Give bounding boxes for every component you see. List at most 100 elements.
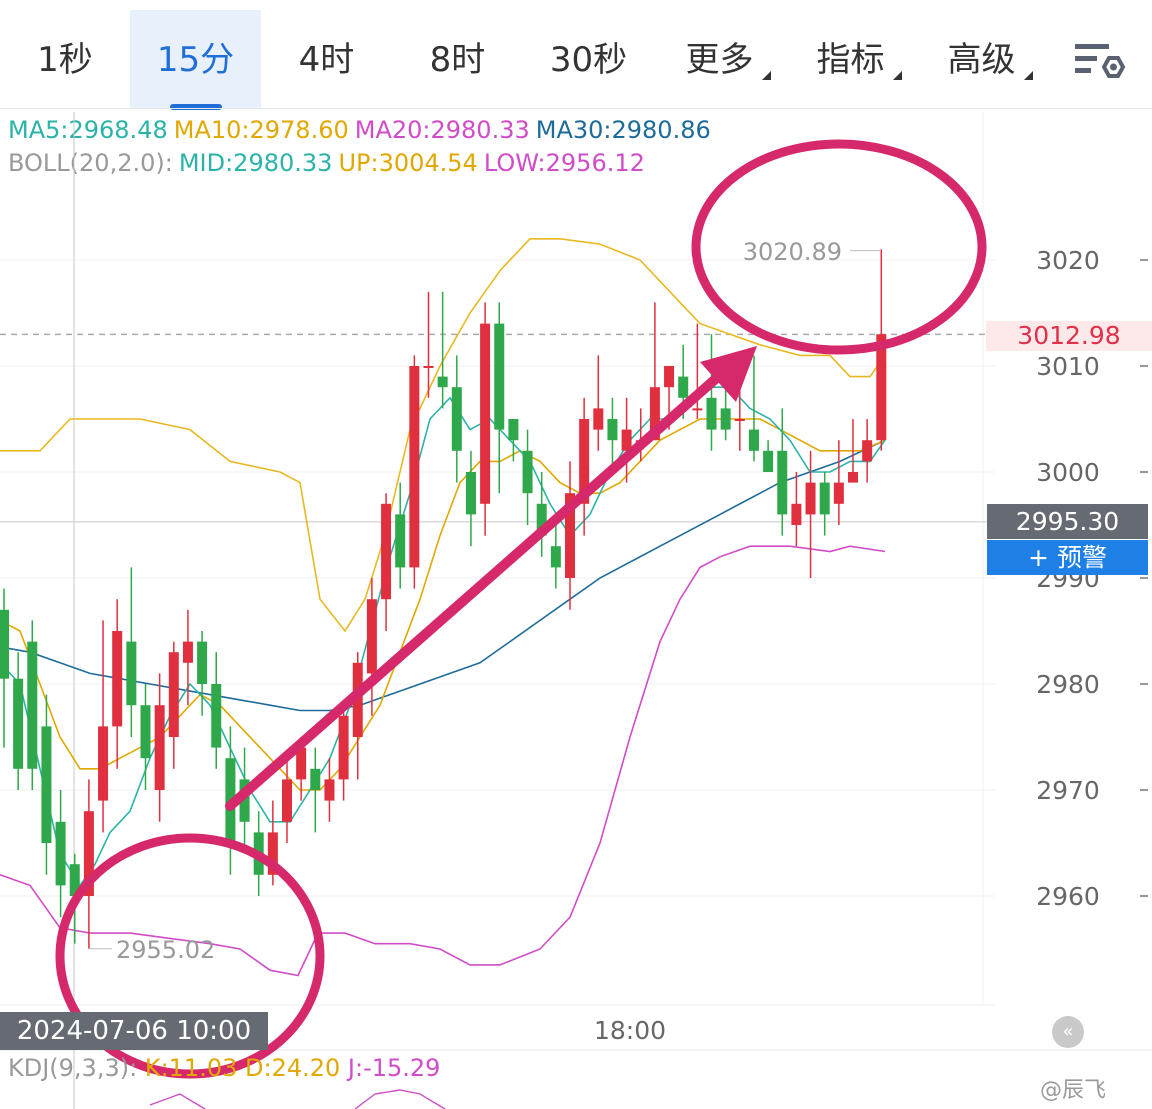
- candle-body: [140, 705, 151, 759]
- candle-body: [649, 387, 660, 441]
- ma10-value: MA10:2978.60: [173, 116, 349, 144]
- collapse-left-icon[interactable]: «: [1052, 1016, 1084, 1048]
- dropdown-triangle-icon: [1024, 71, 1033, 80]
- tab-label: 4时: [298, 40, 355, 80]
- tabs-divider: [0, 108, 1152, 109]
- tab-label: 15分: [156, 40, 235, 80]
- boll-up-value: UP:3004.54: [338, 149, 478, 177]
- candle-body: [409, 366, 420, 568]
- candle-body: [112, 631, 123, 727]
- tab-label: 30秒: [549, 40, 628, 80]
- candle-body: [621, 429, 632, 451]
- candle-body: [13, 678, 24, 769]
- y-axis-tick-label: 3000: [1036, 458, 1100, 487]
- candle-body: [565, 493, 575, 578]
- annotation-arrow-head: [700, 346, 757, 402]
- ma5-value: MA5:2968.48: [8, 116, 168, 144]
- candle-body: [664, 366, 675, 388]
- candle-body: [0, 609, 9, 679]
- tab-advanced[interactable]: 高级: [916, 10, 1047, 108]
- high-price-label: 3020.89: [743, 238, 842, 266]
- tab-label: 高级: [947, 40, 1016, 80]
- ma-legend: MA5:2968.48 MA10:2978.60 MA20:2980.33 MA30:…: [8, 116, 717, 144]
- boll-name: BOLL(20,2.0):: [8, 149, 173, 177]
- tab-15m[interactable]: 15分: [130, 10, 261, 110]
- boll-lower-line: [0, 545, 886, 977]
- kdj-name: KDJ(9,3,3):: [8, 1054, 138, 1082]
- candle-body: [366, 599, 377, 674]
- candle-body: [791, 503, 802, 525]
- candle-body: [282, 779, 292, 822]
- candle-body: [862, 440, 873, 462]
- candle-body: [310, 768, 321, 790]
- last-price-tag: 3012.98: [986, 321, 1152, 351]
- y-axis-tick-label: 2980: [1036, 670, 1100, 699]
- low-price-label: 2955.02: [116, 936, 215, 964]
- candle-body: [338, 715, 349, 780]
- boll-legend: BOLL(20,2.0): MID:2980.33 UP:3004.54 LOW:29…: [8, 149, 651, 177]
- tab-30s[interactable]: 30秒: [523, 10, 654, 108]
- candle-body: [267, 832, 278, 875]
- y-axis-tick-label: 2970: [1036, 776, 1100, 805]
- tab-label: 更多: [685, 40, 754, 80]
- candle-body: [579, 419, 590, 504]
- candle-body: [41, 726, 52, 843]
- candle-body: [197, 641, 208, 684]
- candle-body: [182, 641, 193, 663]
- candle-body: [423, 366, 434, 368]
- candle-body: [69, 864, 80, 896]
- chart-settings-icon[interactable]: [1072, 40, 1126, 84]
- crosshair-time-tag: 2024-07-06 10:00: [0, 1012, 268, 1050]
- candle-body: [706, 397, 717, 430]
- price-alert-button[interactable]: + 预警: [987, 540, 1148, 575]
- candle-body: [692, 408, 703, 411]
- active-tab-indicator: [169, 104, 222, 110]
- ma20-value: MA20:2980.33: [354, 116, 530, 144]
- ma30-value: MA30:2980.86: [535, 116, 711, 144]
- ma10-line: [0, 418, 886, 791]
- candle-body: [211, 684, 222, 748]
- candle-body: [876, 334, 887, 441]
- dropdown-triangle-icon: [762, 71, 771, 80]
- tab-more[interactable]: 更多: [654, 10, 785, 108]
- candle-body: [465, 472, 476, 515]
- tab-label: 1秒: [37, 40, 93, 80]
- candle-body: [494, 323, 505, 430]
- tab-indicators[interactable]: 指标: [785, 10, 916, 108]
- watermark: @辰飞: [1040, 1078, 1107, 1103]
- candle-body: [437, 376, 448, 388]
- tab-label: 指标: [816, 40, 885, 80]
- dropdown-triangle-icon: [893, 71, 902, 80]
- crosshair-price-tag: 2995.30: [987, 504, 1148, 539]
- candle-body: [678, 376, 689, 398]
- timeframe-tabs: 1秒 15分 4时 8时 30秒 更多 指标 高级: [0, 0, 1152, 110]
- candle-body: [720, 408, 731, 430]
- ma5-line: [0, 386, 886, 887]
- kdj-d-line: [354, 1089, 446, 1109]
- ma30-line: [0, 439, 886, 712]
- y-axis-tick-label: 3020: [1036, 246, 1100, 275]
- candle-body: [833, 482, 844, 504]
- candle-body: [763, 450, 774, 472]
- tab-4h[interactable]: 4时: [261, 10, 392, 108]
- candle-body: [381, 503, 392, 600]
- candle-body: [734, 419, 745, 421]
- tab-8h[interactable]: 8时: [392, 10, 523, 108]
- candle-body: [451, 387, 462, 451]
- candle-body: [819, 482, 830, 515]
- candle-body: [550, 546, 561, 568]
- candle-body: [748, 429, 759, 451]
- candle-body: [480, 323, 491, 504]
- annotation-circle-top: [691, 139, 987, 355]
- candle-body: [126, 641, 137, 706]
- y-axis-tick-label: 3010: [1036, 352, 1100, 381]
- kdj-legend: KDJ(9,3,3): K:11.03 D:24.20 J:-15.29: [8, 1054, 440, 1082]
- candle-body: [239, 779, 250, 822]
- chart-settings-icon-graphic: [1075, 44, 1126, 78]
- candle-body: [168, 652, 179, 737]
- annotation-arrow-shaft: [225, 363, 733, 811]
- tab-1s[interactable]: 1秒: [0, 10, 130, 108]
- candle-body: [83, 811, 94, 896]
- tab-label: 8时: [429, 40, 486, 80]
